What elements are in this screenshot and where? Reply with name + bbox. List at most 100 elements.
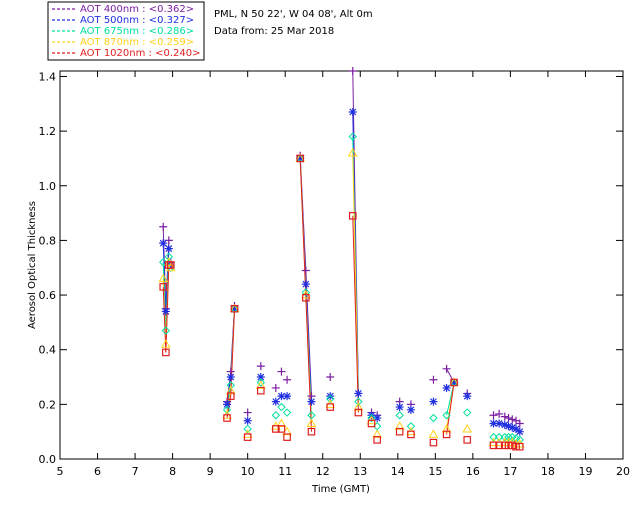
data-point-square [223, 414, 231, 422]
data-point-square [226, 392, 235, 400]
data-point-triangle [372, 429, 383, 438]
data-point-diamond [489, 432, 498, 442]
data-point-plus [283, 375, 292, 384]
x-tick-label: 12 [316, 465, 330, 478]
data-point-plus [348, 67, 357, 75]
data-point-star [367, 411, 376, 420]
data-point-triangle [394, 421, 405, 430]
data-point-star [373, 414, 382, 423]
data-point-plus [442, 364, 451, 373]
data-point-diamond [395, 411, 404, 420]
data-point-star [512, 424, 521, 433]
data-point-square [373, 436, 381, 444]
data-point-plus [243, 408, 252, 417]
data-point-star [271, 397, 280, 406]
data-point-star [226, 373, 235, 382]
data-point-diamond [367, 413, 376, 423]
data-point-star [283, 392, 292, 401]
data-point-diamond [159, 258, 168, 267]
series-segment [299, 158, 307, 298]
x-tick-label: 14 [391, 465, 405, 478]
data-point-diamond [500, 432, 509, 442]
data-markers [158, 67, 525, 451]
data-point-star [348, 107, 357, 116]
axis-ticks: 5 6 7 8 9 10 11 12 13 14 15 16 17 18 19 20 0.0 0.2 0.4 0.6 0… [39, 70, 631, 478]
data-point-plus [301, 266, 310, 275]
data-point-plus [326, 373, 335, 382]
y-tick-label: 1.0 [39, 180, 57, 193]
data-point-star [161, 307, 170, 316]
series-segment [352, 215, 359, 413]
data-point-square [442, 430, 451, 439]
data-point-triangle [441, 423, 452, 433]
data-point-star [296, 154, 305, 163]
data-point-diamond [504, 432, 513, 442]
data-point-diamond [164, 252, 174, 262]
data-point-plus [504, 414, 513, 423]
data-point-triangle [428, 429, 439, 438]
data-point-triangle [158, 273, 169, 283]
y-tick-label: 0.0 [39, 453, 57, 466]
data-point-diamond [282, 408, 292, 417]
legend-entry: AOT 400nm : <0.362> [80, 4, 194, 15]
data-point-diamond [429, 413, 438, 423]
x-tick-label: 17 [503, 465, 517, 478]
data-point-diamond [354, 397, 363, 406]
data-point-square [162, 348, 170, 357]
data-point-diamond [256, 378, 266, 387]
data-point-plus [495, 409, 504, 418]
legend-entry: AOT 500nm : <0.327> [80, 15, 194, 26]
legend-entry: AOT 870nm : <0.259> [80, 37, 194, 48]
y-axis-title: Aerosol Optical Thickness [27, 201, 38, 329]
data-point-square [326, 403, 335, 411]
x-tick-label: 16 [466, 465, 480, 478]
data-point-star [450, 378, 459, 387]
data-point-star [500, 420, 509, 429]
data-point-star [463, 392, 472, 401]
x-tick-label: 6 [94, 465, 101, 478]
data-point-triangle [353, 402, 364, 411]
data-point-star [354, 389, 363, 398]
x-axis-title: Time (GMT) [311, 484, 370, 495]
data-point-star [301, 280, 310, 289]
data-point-star [256, 373, 265, 382]
data-point-plus [508, 415, 517, 424]
data-point-plus [429, 375, 438, 384]
data-point-star [504, 422, 513, 431]
data-point-diamond [494, 432, 504, 442]
data-point-star [495, 419, 504, 428]
data-point-plus [271, 383, 280, 392]
series-lines [162, 70, 455, 435]
x-tick-label: 5 [57, 465, 64, 478]
data-point-diamond [222, 405, 232, 415]
data-point-plus [515, 419, 524, 428]
data-point-star [489, 419, 498, 428]
data-point-triangle [306, 418, 317, 427]
y-tick-label: 1.4 [39, 70, 57, 83]
data-point-star [429, 397, 438, 406]
x-tick-label: 9 [207, 465, 214, 478]
legend-entry: AOT 1020nm : <0.240> [80, 48, 200, 59]
data-point-star [508, 423, 517, 432]
data-point-star [159, 239, 168, 248]
data-point-square [348, 212, 357, 220]
data-point-diamond [226, 381, 235, 390]
data-point-square [489, 441, 498, 450]
data-point-square [307, 427, 316, 436]
data-point-diamond [348, 132, 357, 141]
data-point-diamond [271, 411, 281, 420]
x-tick-label: 13 [353, 465, 367, 478]
data-point-square [296, 154, 305, 163]
data-point-square [515, 442, 524, 451]
plot-frame [59, 70, 624, 460]
legend-entry: AOT 675nm : <0.286> [80, 26, 194, 37]
data-point-square [283, 433, 291, 441]
data-point-square [367, 419, 376, 428]
data-point-triangle [160, 339, 171, 348]
data-point-star [326, 392, 335, 401]
data-point-diamond [463, 408, 472, 417]
data-point-diamond [326, 394, 335, 404]
x-tick-label: 8 [169, 465, 176, 478]
series-segment [305, 297, 312, 432]
data-point-diamond [277, 402, 286, 412]
